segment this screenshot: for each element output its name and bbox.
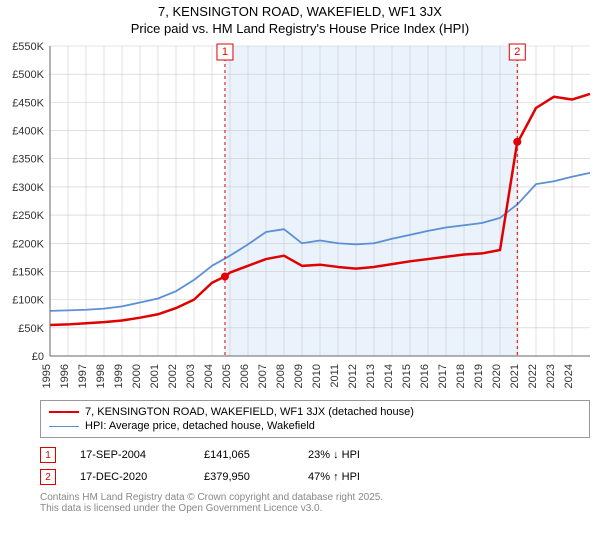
svg-text:2001: 2001 xyxy=(149,364,161,388)
svg-text:2012: 2012 xyxy=(347,364,359,388)
svg-text:2: 2 xyxy=(514,46,520,58)
svg-text:2005: 2005 xyxy=(221,364,233,388)
sale-date: 17-SEP-2004 xyxy=(80,449,180,461)
chart-container: 7, KENSINGTON ROAD, WAKEFIELD, WF1 3JX P… xyxy=(0,0,600,560)
sale-price: £379,950 xyxy=(204,471,284,483)
svg-text:2021: 2021 xyxy=(509,364,521,388)
sale-row: 2 17-DEC-2020 £379,950 47% ↑ HPI xyxy=(40,466,590,488)
svg-text:2017: 2017 xyxy=(437,364,449,388)
svg-text:2011: 2011 xyxy=(329,364,341,388)
svg-text:1: 1 xyxy=(222,46,228,58)
sale-diff: 23% ↓ HPI xyxy=(308,449,408,461)
svg-text:£500K: £500K xyxy=(12,69,44,81)
svg-text:2014: 2014 xyxy=(383,364,395,388)
title-block: 7, KENSINGTON ROAD, WAKEFIELD, WF1 3JX P… xyxy=(0,0,600,36)
svg-text:£100K: £100K xyxy=(12,295,44,307)
legend-item: HPI: Average price, detached house, Wake… xyxy=(49,419,581,433)
sale-marker-icon: 2 xyxy=(40,469,56,485)
svg-text:2006: 2006 xyxy=(239,364,251,388)
sale-date: 17-DEC-2020 xyxy=(80,471,180,483)
svg-text:1999: 1999 xyxy=(113,364,125,388)
svg-text:2019: 2019 xyxy=(473,364,485,388)
svg-text:2024: 2024 xyxy=(563,364,575,388)
svg-text:2003: 2003 xyxy=(185,364,197,388)
svg-text:1997: 1997 xyxy=(77,364,89,388)
svg-text:£300K: £300K xyxy=(12,182,44,194)
svg-text:1998: 1998 xyxy=(95,364,107,388)
legend-label: HPI: Average price, detached house, Wake… xyxy=(85,420,315,432)
svg-text:1996: 1996 xyxy=(59,364,71,388)
title-address: 7, KENSINGTON ROAD, WAKEFIELD, WF1 3JX xyxy=(0,4,600,19)
svg-text:2023: 2023 xyxy=(545,364,557,388)
title-subtitle: Price paid vs. HM Land Registry's House … xyxy=(0,21,600,36)
svg-text:£550K: £550K xyxy=(12,41,44,53)
svg-text:2020: 2020 xyxy=(491,364,503,388)
svg-text:2013: 2013 xyxy=(365,364,377,388)
svg-text:2015: 2015 xyxy=(401,364,413,388)
svg-text:£350K: £350K xyxy=(12,154,44,166)
svg-text:2018: 2018 xyxy=(455,364,467,388)
svg-text:1995: 1995 xyxy=(41,364,53,388)
line-chart: £0 £50K £100K £150K £200K £250K £300K £350K £400… xyxy=(0,36,600,396)
legend-label: 7, KENSINGTON ROAD, WAKEFIELD, WF1 3JX (… xyxy=(85,406,414,418)
legend-item: 7, KENSINGTON ROAD, WAKEFIELD, WF1 3JX (… xyxy=(49,405,581,419)
svg-text:2010: 2010 xyxy=(311,364,323,388)
svg-text:£450K: £450K xyxy=(12,97,44,109)
footer-line: This data is licensed under the Open Gov… xyxy=(40,503,590,514)
svg-text:2022: 2022 xyxy=(527,364,539,388)
svg-text:2009: 2009 xyxy=(293,364,305,388)
sale-row: 1 17-SEP-2004 £141,065 23% ↓ HPI xyxy=(40,444,590,466)
svg-text:£400K: £400K xyxy=(12,126,44,138)
legend-box: 7, KENSINGTON ROAD, WAKEFIELD, WF1 3JX (… xyxy=(40,400,590,438)
svg-text:£200K: £200K xyxy=(12,238,44,250)
svg-text:£150K: £150K xyxy=(12,266,44,278)
sale-price: £141,065 xyxy=(204,449,284,461)
legend-swatch xyxy=(49,426,79,427)
svg-text:2004: 2004 xyxy=(203,364,215,388)
svg-text:2002: 2002 xyxy=(167,364,179,388)
footer-line: Contains HM Land Registry data © Crown c… xyxy=(40,492,590,503)
footer-attribution: Contains HM Land Registry data © Crown c… xyxy=(40,492,590,514)
legend-swatch xyxy=(49,411,79,413)
svg-text:£250K: £250K xyxy=(12,210,44,222)
svg-text:2007: 2007 xyxy=(257,364,269,388)
svg-text:£0: £0 xyxy=(32,351,44,363)
svg-text:2000: 2000 xyxy=(131,364,143,388)
svg-text:£50K: £50K xyxy=(18,323,44,335)
sale-marker-icon: 1 xyxy=(40,447,56,463)
svg-text:2008: 2008 xyxy=(275,364,287,388)
svg-text:2016: 2016 xyxy=(419,364,431,388)
sales-table: 1 17-SEP-2004 £141,065 23% ↓ HPI 2 17-DE… xyxy=(40,444,590,488)
sale-diff: 47% ↑ HPI xyxy=(308,471,408,483)
